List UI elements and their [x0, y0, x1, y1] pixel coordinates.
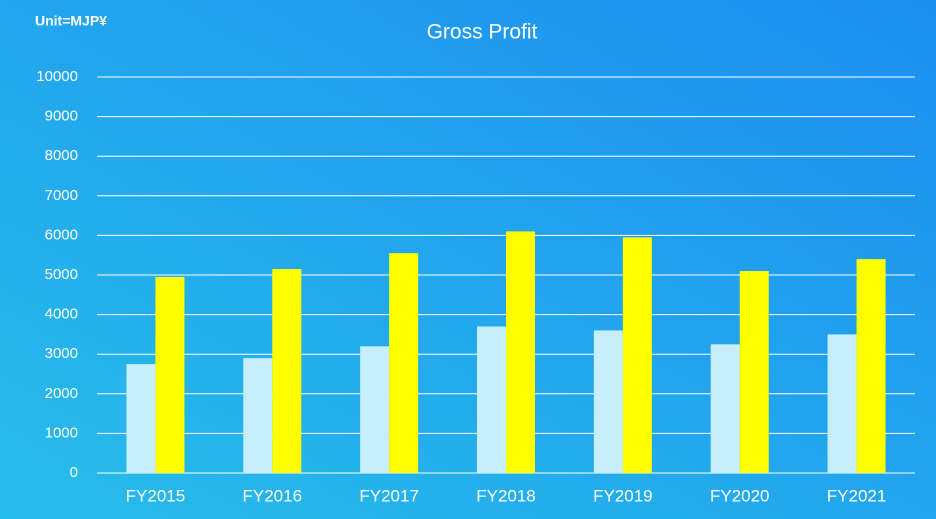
bar — [827, 334, 857, 473]
bar — [272, 269, 302, 473]
x-tick-label: FY2021 — [827, 486, 887, 505]
unit-label: Unit=MJP¥ — [35, 13, 107, 29]
y-tick-label: 9000 — [45, 108, 78, 125]
bar — [710, 344, 740, 473]
x-tick-label: FY2018 — [476, 486, 536, 505]
x-tick-label: FY2020 — [710, 486, 770, 505]
bar — [389, 253, 419, 473]
x-tick-label: FY2019 — [593, 486, 653, 505]
bar — [739, 271, 769, 473]
y-tick-label: 6000 — [45, 226, 78, 243]
bar — [243, 358, 273, 473]
chart-title: Gross Profit — [427, 21, 538, 44]
bar — [856, 259, 886, 473]
y-tick-label: 0 — [70, 464, 78, 481]
y-tick-label: 4000 — [45, 306, 78, 323]
bar — [360, 346, 390, 473]
bar — [593, 330, 623, 473]
y-tick-label: 3000 — [45, 345, 78, 362]
y-tick-label: 5000 — [45, 266, 78, 283]
y-tick-label: 10000 — [36, 68, 78, 85]
bar — [622, 237, 652, 473]
bar — [155, 276, 185, 473]
y-tick-label: 1000 — [45, 424, 78, 441]
y-tick-label: 2000 — [45, 385, 78, 402]
bar — [126, 364, 156, 473]
x-tick-label: FY2016 — [243, 486, 303, 505]
y-tick-label: 8000 — [45, 147, 78, 164]
bar — [477, 326, 506, 473]
bar — [506, 231, 535, 473]
x-tick-label: FY2015 — [126, 486, 186, 505]
y-tick-label: 7000 — [45, 187, 78, 204]
x-tick-label: FY2017 — [359, 486, 419, 505]
